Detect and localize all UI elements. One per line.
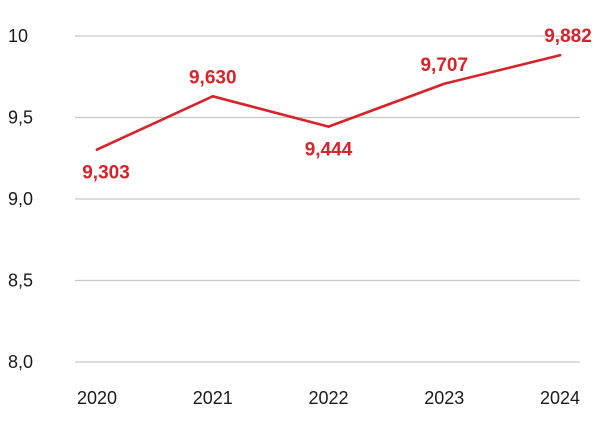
data-label: 9,707	[420, 55, 468, 76]
data-labels: 9,303 9,630 9,444 9,707 9,882	[82, 26, 592, 183]
data-label: 9,630	[189, 67, 237, 88]
x-tick-label: 2023	[424, 388, 464, 408]
data-label: 9,444	[305, 140, 353, 161]
y-tick-label: 8,0	[8, 352, 33, 372]
x-tick-label: 2021	[193, 388, 233, 408]
x-tick-label: 2022	[308, 388, 348, 408]
y-tick-label: 8,5	[8, 271, 33, 291]
y-tick-label: 10	[8, 26, 28, 46]
data-point	[95, 148, 99, 151]
y-tick-label: 9,0	[8, 189, 33, 209]
data-series	[95, 53, 562, 151]
x-tick-label: 2020	[77, 388, 117, 408]
y-tick-label: 9,5	[8, 108, 33, 128]
series-line	[95, 53, 562, 151]
gridlines	[75, 35, 580, 363]
y-axis-tick-labels: 8,0 8,5 9,0 9,5 10	[8, 26, 33, 372]
data-point	[442, 82, 446, 86]
x-tick-label: 2024	[540, 388, 580, 408]
x-axis-tick-labels: 2020 2021 2022 2023 2024	[77, 388, 580, 408]
data-point	[211, 95, 215, 98]
data-point	[327, 125, 330, 128]
data-label: 9,303	[82, 163, 130, 184]
data-label: 9,882	[544, 26, 592, 47]
data-point	[558, 53, 562, 57]
